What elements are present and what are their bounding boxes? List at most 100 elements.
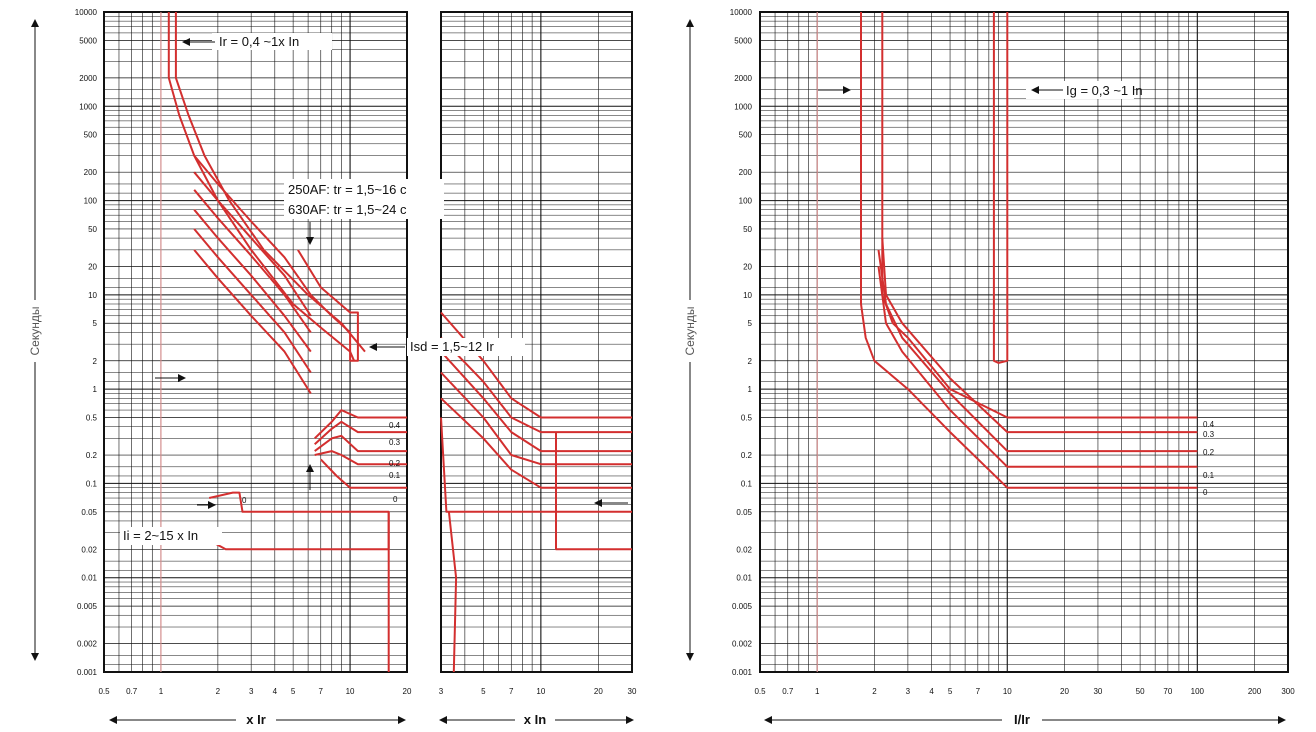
left-trip-curve-chart: 0.001 0.002 0.005 0.01 0.02 0.05 0.1 0.2 0.5 1 2 5 1… [28,8,637,728]
x-tick-label: 10 [1003,687,1012,696]
right-grid [759,11,1289,673]
trip-curve [193,189,312,333]
x-tick-label: 100 [1191,687,1205,696]
right-band-label-0-4: 0.4 [1203,420,1215,429]
ii-annotation-bg [120,527,222,545]
x-tick-label: 3 [439,687,444,696]
tr-annotation-bg [284,179,444,219]
x-tick-label: 5 [291,687,296,696]
left-panel1-grid [103,11,408,673]
trip-curve [860,12,1198,489]
x-tick-label: 4 [929,687,934,696]
tr-annotation-250af: 250AF: tr = 1,5~16 c [288,182,407,197]
x-tick-label: 1 [159,687,164,696]
x-tick-label: 20 [594,687,603,696]
band-label-0-2: 0.2 [389,459,401,468]
y-tick-label: 1 [748,385,753,394]
trip-curve [208,491,390,672]
x-tick-label: 0.7 [782,687,794,696]
y-tick-label: 500 [84,131,98,140]
right-band-label-0-3: 0.3 [1203,430,1215,439]
y-tick-label: 500 [739,131,753,140]
x-tick-label: 2 [872,687,877,696]
right-y-label-bg [683,300,697,362]
x-tick-label: 0.7 [126,687,138,696]
y-tick-label: 0.2 [741,451,753,460]
y-tick-label: 1000 [734,102,752,111]
y-tick-label: 0.05 [736,508,752,517]
y-tick-label: 200 [739,168,753,177]
x-tick-label: 200 [1248,687,1262,696]
left-panel1-curves [167,12,407,672]
left-panel2-x-label: x In [524,712,546,727]
trip-curve [877,249,1198,453]
y-tick-label: 0.01 [81,574,97,583]
y-tick-label: 5 [93,319,98,328]
y-tick-label: 5000 [734,36,752,45]
trip-curve [193,171,312,317]
y-tick-label: 0.002 [77,640,98,649]
x-tick-label: 4 [273,687,278,696]
y-tick-label: 10000 [730,8,753,17]
y-tick-label: 0.02 [81,545,97,554]
x-tick-label: 7 [319,687,324,696]
y-tick-label: 50 [743,225,752,234]
band-label-0-3: 0.3 [389,438,401,447]
isd-annotation-bg [407,338,525,356]
trip-curve [314,420,407,446]
y-tick-label: 0.005 [732,602,753,611]
right-trip-curve-chart: 0.001 0.002 0.005 0.01 0.02 0.05 0.1 0.2 0.5 1 2 5 1… [683,8,1295,728]
isd-annotation: Isd = 1,5~12 Ir [410,339,495,354]
trip-curve [440,350,632,453]
left-panel2-curves [440,311,632,673]
x-tick-label: 5 [948,687,953,696]
ii-annotation: Ii = 2~15 x In [123,528,198,543]
y-tick-label: 0.005 [77,602,98,611]
left-panel2-x-tick-labels: 3 5 7 10 20 30 [439,687,637,696]
x-tick-label: 300 [1281,687,1295,696]
y-tick-label: 0.001 [732,668,753,677]
trip-curve [297,249,359,362]
y-tick-label: 0.2 [86,451,98,460]
x-tick-label: 30 [1093,687,1102,696]
trip-curve [193,249,312,395]
trip-curve [877,266,1198,468]
left-panel1-x-tick-labels: 0.5 0.7 1 2 3 4 5 7 10 20 [98,687,412,696]
y-tick-label: 2000 [79,74,97,83]
x-tick-label: 7 [509,687,514,696]
right-curves [860,12,1198,489]
trip-curve [447,511,458,673]
x-tick-label: 0.5 [754,687,766,696]
ig-annotation: Ig = 0,3 ~1 In [1066,83,1143,98]
ir-annotation: Ir = 0,4 ~1x In [219,34,299,49]
y-tick-label: 100 [84,197,98,206]
trip-curve [314,434,407,453]
band-label-zero-upper: 0 [242,496,247,505]
trip-curve [440,397,632,489]
x-tick-label: 2 [216,687,221,696]
right-x-label: I/Ir [1014,712,1030,727]
right-x-tick-labels: 0.5 0.7 1 2 3 4 5 7 10 20 30 50 70 100 200 300 [754,687,1295,696]
trip-curve [314,409,407,440]
left-y-label-bg [28,300,42,362]
trip-curve [320,458,407,489]
trip-curve [440,417,632,513]
y-tick-label: 2 [748,357,753,366]
tr-annotation-630af: 630AF: tr = 1,5~24 c [288,202,407,217]
left-p1-x-label-bg [236,710,276,728]
left-y-tick-labels: 0.001 0.002 0.005 0.01 0.02 0.05 0.1 0.2 0.5 1 2 5 1… [75,8,98,677]
y-tick-label: 0.01 [736,574,752,583]
plot-frame [759,11,1289,673]
right-band-label-0: 0 [1203,488,1208,497]
left-p2-x-label-bg [515,710,555,728]
y-tick-label: 200 [84,168,98,177]
x-tick-label: 20 [403,687,412,696]
trip-curve [440,337,632,434]
right-y-axis-label: Секунды [683,307,697,356]
band-label-0-1: 0.1 [389,471,401,480]
y-tick-label: 1 [93,385,98,394]
y-tick-label: 0.1 [86,479,98,488]
y-tick-label: 0.1 [741,479,753,488]
y-tick-label: 10 [88,291,97,300]
